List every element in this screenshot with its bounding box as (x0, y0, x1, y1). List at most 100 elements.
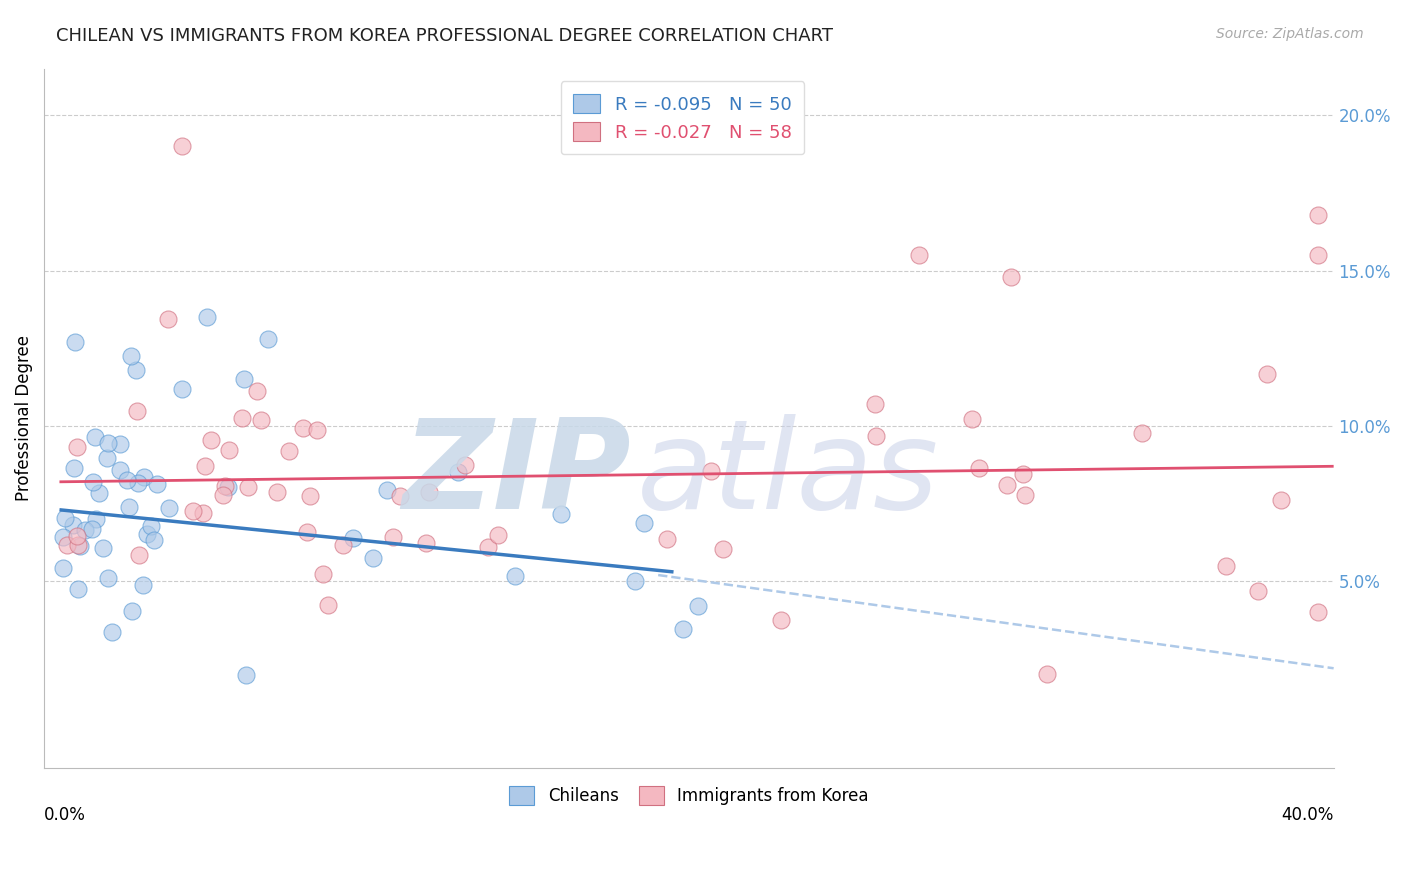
Point (62, 461, 84, 475)
Point (125, 363, 148, 377)
Point (624, 574, 647, 588)
Point (128, 548, 150, 562)
Point (51, 561, 73, 575)
Point (249, 413, 271, 427)
Point (633, 516, 655, 531)
Point (1308, 208, 1330, 222)
Point (66, 538, 89, 552)
Point (127, 476, 149, 491)
Point (62, 518, 84, 533)
Point (172, 382, 194, 396)
Point (318, 598, 340, 612)
Text: 40.0%: 40.0% (1281, 806, 1334, 824)
Point (195, 310, 218, 325)
Point (332, 538, 354, 552)
Point (257, 332, 280, 346)
Point (266, 485, 288, 500)
Point (1014, 488, 1036, 502)
Point (108, 437, 131, 451)
Point (486, 527, 509, 541)
Point (56, 538, 79, 552)
Point (141, 518, 163, 533)
Point (1256, 367, 1278, 381)
Point (66, 440, 89, 454)
Point (865, 428, 887, 442)
Point (960, 411, 983, 425)
Point (89, 485, 111, 500)
Point (157, 500, 180, 515)
Point (127, 404, 149, 418)
Point (312, 566, 335, 581)
Y-axis label: Professional Degree: Professional Degree (15, 335, 32, 501)
Point (51, 530, 73, 544)
Point (232, 372, 254, 386)
Point (382, 530, 405, 544)
Point (477, 540, 499, 554)
Point (194, 458, 217, 473)
Point (865, 397, 887, 411)
Point (218, 442, 240, 457)
Point (66, 582, 89, 597)
Point (110, 463, 132, 477)
Point (1000, 269, 1022, 284)
Point (97, 571, 120, 585)
Point (145, 476, 167, 491)
Text: Source: ZipAtlas.com: Source: ZipAtlas.com (1216, 27, 1364, 41)
Point (1308, 248, 1330, 262)
Point (454, 458, 477, 472)
Point (212, 488, 235, 502)
Point (53, 511, 76, 525)
Point (655, 533, 678, 547)
Point (236, 480, 259, 494)
Point (96, 451, 118, 466)
Point (80, 522, 103, 536)
Point (1215, 558, 1237, 573)
Point (69, 539, 91, 553)
Point (1012, 467, 1035, 482)
Point (118, 500, 141, 514)
Point (700, 464, 723, 478)
Point (121, 604, 143, 618)
Point (157, 311, 180, 326)
Point (995, 477, 1018, 491)
Legend: Chileans, Immigrants from Korea: Chileans, Immigrants from Korea (503, 780, 875, 812)
Point (291, 421, 314, 435)
Point (65, 529, 87, 543)
Point (415, 536, 437, 550)
Point (91, 541, 114, 556)
Point (82, 475, 104, 489)
Point (503, 569, 526, 583)
Point (418, 485, 440, 500)
Point (1036, 667, 1059, 681)
Point (672, 622, 695, 636)
Point (1308, 605, 1330, 619)
Point (235, 668, 257, 682)
Point (908, 248, 931, 262)
Point (120, 349, 142, 363)
Point (1270, 493, 1292, 508)
Point (191, 506, 214, 520)
Point (770, 614, 793, 628)
Point (307, 423, 329, 437)
Point (172, 139, 194, 153)
Point (63, 334, 86, 349)
Point (711, 541, 734, 556)
Point (375, 483, 398, 498)
Point (686, 599, 709, 613)
Point (115, 473, 138, 487)
Point (181, 503, 204, 517)
Point (967, 461, 990, 475)
Point (246, 384, 269, 398)
Point (361, 551, 384, 566)
Point (709, 133, 731, 147)
Point (214, 479, 236, 493)
Point (73, 523, 96, 537)
Point (550, 507, 572, 521)
Point (1130, 426, 1153, 441)
Point (101, 624, 124, 639)
Text: ZIP: ZIP (402, 414, 631, 534)
Point (298, 489, 321, 503)
Point (447, 465, 470, 479)
Point (136, 527, 159, 541)
Point (97, 436, 120, 450)
